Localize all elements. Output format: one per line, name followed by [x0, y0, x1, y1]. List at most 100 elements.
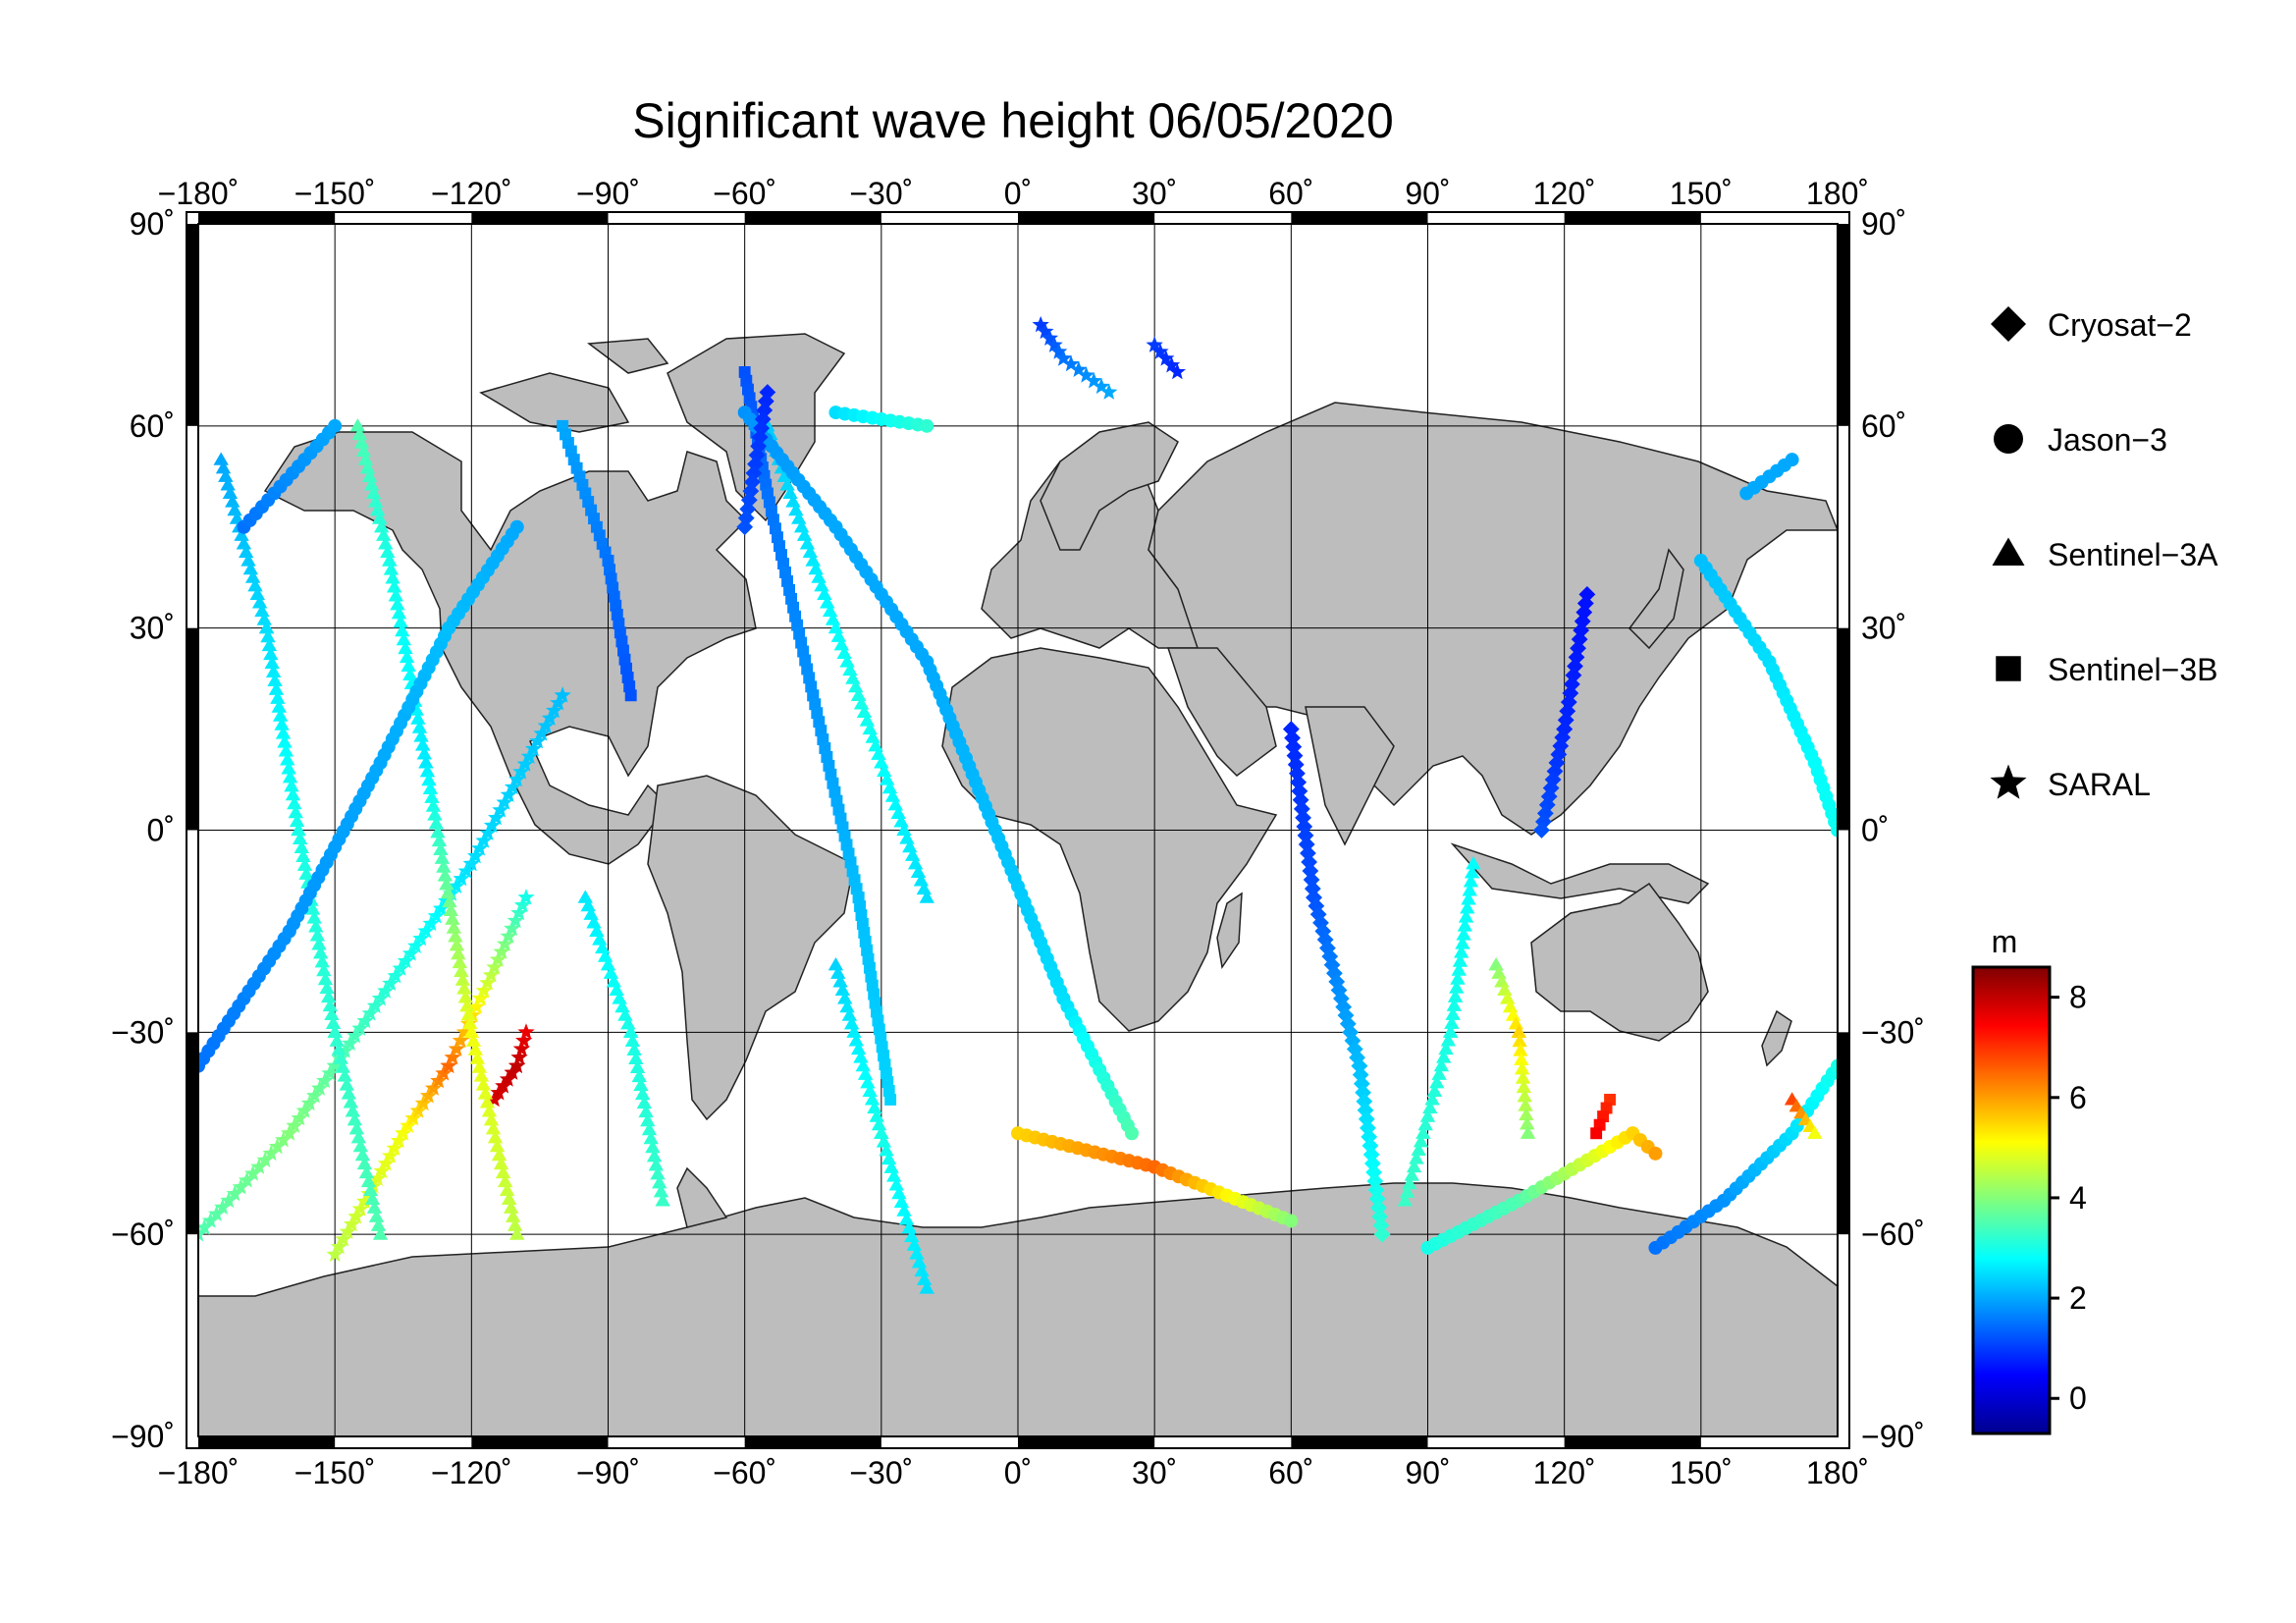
track-point — [1464, 865, 1480, 879]
track-point — [1458, 909, 1474, 923]
track-point — [244, 1164, 262, 1181]
track-point — [1497, 982, 1513, 997]
track-point — [261, 637, 278, 652]
track-point — [1546, 763, 1564, 780]
track-point — [479, 974, 497, 991]
track-point — [760, 478, 773, 491]
arctic-islands — [479, 372, 630, 433]
track-point — [865, 970, 878, 983]
track-point — [586, 915, 602, 929]
frame-segment — [744, 1436, 881, 1448]
track-sentinel-3a — [349, 418, 525, 1240]
track-point — [805, 680, 818, 693]
lon-tick-label-bottom: −150˚ — [294, 1455, 376, 1490]
colorbar-gradient — [1971, 965, 2052, 1435]
track-point — [278, 743, 294, 757]
track-point — [881, 780, 898, 794]
track-point — [1508, 1016, 1524, 1030]
lon-tick-label-bottom: −90˚ — [576, 1455, 640, 1490]
track-point — [1600, 1102, 1613, 1114]
track-point — [1429, 1075, 1445, 1089]
lat-tick-label-left: 0˚ — [147, 813, 175, 848]
lat-tick-label-right: 0˚ — [1861, 813, 1889, 848]
track-point — [838, 830, 851, 842]
track-point — [638, 1104, 654, 1118]
track-point — [833, 637, 849, 651]
track-point — [876, 1041, 888, 1054]
track-point — [797, 645, 810, 658]
track-point — [504, 778, 522, 795]
track-point — [828, 957, 844, 971]
track-sentinel-3a — [1397, 856, 1481, 1207]
track-point — [437, 868, 454, 882]
track-point — [1328, 973, 1346, 991]
track-point — [883, 1160, 899, 1173]
track-point — [1404, 1167, 1419, 1181]
track-point — [842, 662, 858, 676]
frame-segment — [198, 1436, 336, 1448]
track-point — [1295, 809, 1311, 827]
track-point — [319, 980, 335, 995]
track-point — [561, 437, 574, 449]
track-point — [1449, 980, 1465, 994]
track-point — [361, 468, 378, 482]
track-point — [451, 946, 466, 960]
track-point — [479, 1095, 496, 1109]
track-point — [504, 919, 521, 937]
track-point — [828, 785, 841, 798]
track-point — [842, 847, 855, 860]
track-point — [1365, 1163, 1382, 1181]
track-point — [507, 911, 524, 929]
track-point — [1146, 336, 1163, 352]
track-point — [421, 772, 437, 786]
track-point — [258, 620, 275, 634]
track-point — [614, 999, 630, 1013]
track-point — [811, 569, 827, 583]
track-point — [227, 502, 242, 516]
track-point — [853, 1050, 869, 1063]
track-point — [761, 487, 774, 500]
track-point — [825, 768, 837, 781]
track-point — [452, 1031, 469, 1049]
track-point — [1565, 667, 1582, 684]
track-point — [805, 553, 821, 567]
lon-tick-label-top: −60˚ — [713, 176, 776, 211]
frame-segment — [744, 212, 881, 224]
track-point — [582, 496, 595, 508]
track-point — [1431, 1066, 1447, 1080]
track-point — [354, 1147, 371, 1162]
track-point — [220, 477, 236, 491]
track-point — [268, 1137, 287, 1155]
track-point — [868, 738, 883, 752]
track-point — [1411, 1142, 1426, 1157]
track-point — [782, 485, 798, 500]
track-point — [634, 1086, 651, 1101]
track-point — [1463, 874, 1479, 888]
track-jason-3 — [1648, 1058, 1838, 1255]
track-point — [311, 937, 327, 950]
track-cryosat-2 — [1282, 721, 1391, 1243]
track-point — [497, 1173, 513, 1188]
track-point — [440, 1056, 457, 1074]
colorbar-tick-label: 8 — [2069, 980, 2087, 1015]
track-point — [1831, 1058, 1838, 1073]
track-point — [779, 567, 791, 578]
track-point — [225, 494, 240, 508]
track-point — [919, 890, 934, 903]
track-point — [614, 626, 626, 639]
legend-triangle-icon — [1992, 537, 2025, 566]
track-point — [791, 619, 804, 631]
track-point — [809, 698, 822, 711]
track-point — [240, 553, 256, 567]
track-point — [907, 856, 924, 870]
track-jason-3 — [1420, 1126, 1663, 1255]
track-point — [904, 1228, 920, 1243]
track-point — [380, 544, 396, 559]
track-point — [466, 846, 485, 864]
track-point — [775, 549, 787, 562]
track-point — [1514, 1052, 1529, 1066]
track-point — [1466, 856, 1481, 870]
track-jason-3 — [198, 519, 524, 1073]
track-point — [256, 612, 272, 625]
track-point — [597, 948, 614, 962]
